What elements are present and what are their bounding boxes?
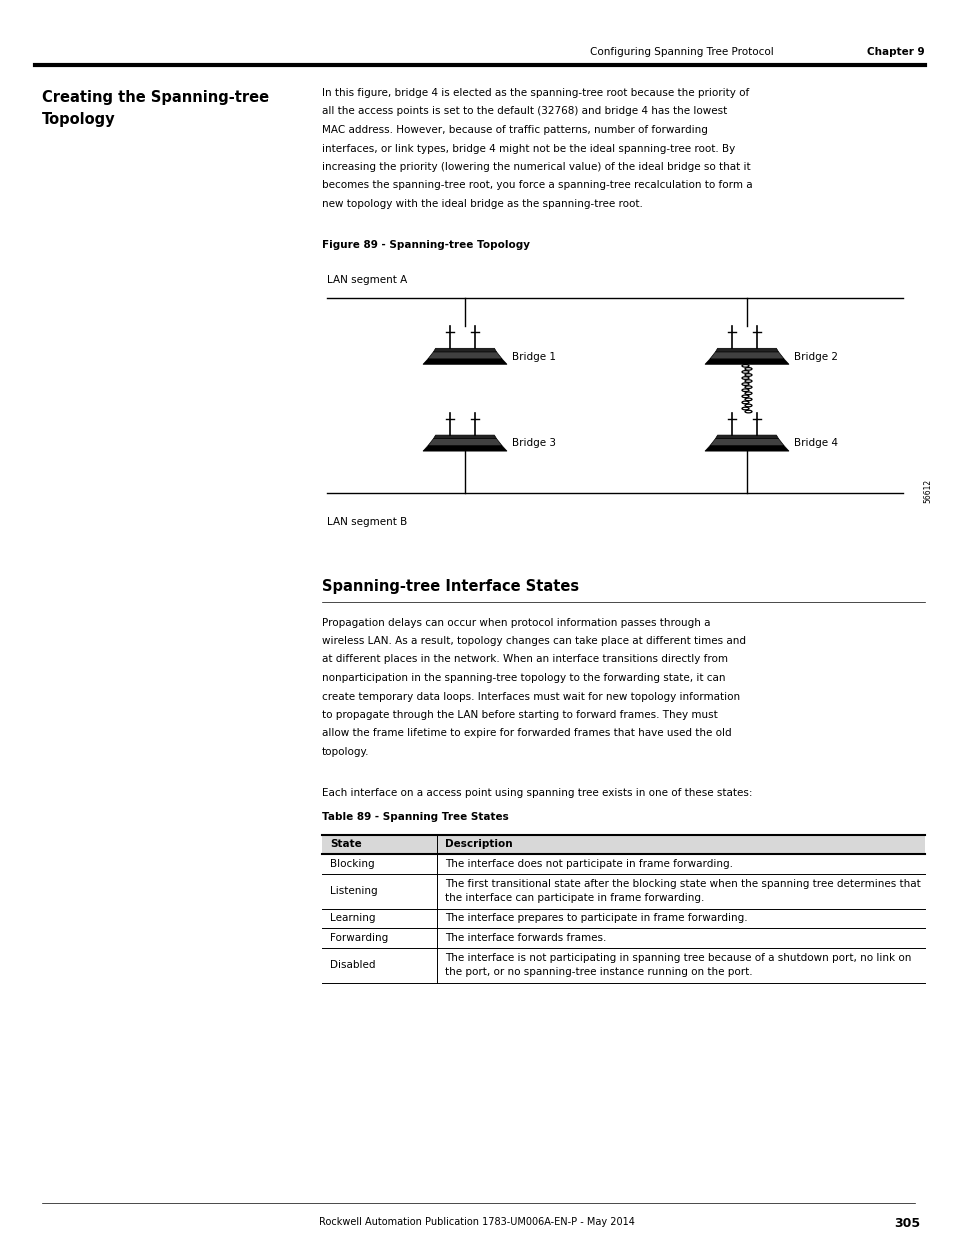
Text: Bridge 4: Bridge 4 [793,438,837,448]
Text: The interface forwards frames.: The interface forwards frames. [444,932,606,942]
Text: Rockwell Automation Publication 1783-UM006A-EN-P - May 2014: Rockwell Automation Publication 1783-UM0… [318,1216,635,1228]
Bar [322,835,924,853]
Text: Forwarding: Forwarding [330,932,388,942]
Polygon shape [428,352,501,359]
Text: new topology with the ideal bridge as the spanning-tree root.: new topology with the ideal bridge as th… [322,199,642,209]
Polygon shape [433,435,496,438]
Text: all the access points is set to the default (32768) and bridge 4 has the lowest: all the access points is set to the defa… [322,106,726,116]
Text: Each interface on a access point using spanning tree exists in one of these stat: Each interface on a access point using s… [322,788,752,798]
Text: allow the frame lifetime to expire for forwarded frames that have used the old: allow the frame lifetime to expire for f… [322,729,731,739]
Text: increasing the priority (lowering the numerical value) of the ideal bridge so th: increasing the priority (lowering the nu… [322,162,750,172]
Text: Description: Description [444,840,512,850]
Text: The interface does not participate in frame forwarding.: The interface does not participate in fr… [444,858,732,868]
Text: Bridge 3: Bridge 3 [512,438,556,448]
Text: wireless LAN. As a result, topology changes can take place at different times an: wireless LAN. As a result, topology chan… [322,636,745,646]
Text: 56612: 56612 [923,479,931,504]
Text: Creating the Spanning-tree: Creating the Spanning-tree [42,90,269,105]
Text: LAN segment A: LAN segment A [327,275,407,285]
Text: becomes the spanning-tree root, you force a spanning-tree recalculation to form : becomes the spanning-tree root, you forc… [322,180,752,190]
Text: Figure 89 - Spanning-tree Topology: Figure 89 - Spanning-tree Topology [322,240,530,249]
Text: State: State [330,840,361,850]
Text: create temporary data loops. Interfaces must wait for new topology information: create temporary data loops. Interfaces … [322,692,740,701]
Polygon shape [709,352,783,359]
Polygon shape [704,446,788,451]
Text: to propagate through the LAN before starting to forward frames. They must: to propagate through the LAN before star… [322,710,717,720]
Polygon shape [715,348,778,352]
Text: Propagation delays can occur when protocol information passes through a: Propagation delays can occur when protoc… [322,618,710,627]
Text: at different places in the network. When an interface transitions directly from: at different places in the network. When… [322,655,727,664]
Text: The interface is not participating in spanning tree because of a shutdown port, : The interface is not participating in sp… [444,953,910,977]
Text: The first transitional state after the blocking state when the spanning tree det: The first transitional state after the b… [444,879,920,903]
Text: In this figure, bridge 4 is elected as the spanning-tree root because the priori: In this figure, bridge 4 is elected as t… [322,88,748,98]
Text: Spanning-tree Interface States: Spanning-tree Interface States [322,579,578,594]
Polygon shape [709,438,783,446]
Polygon shape [704,359,788,364]
Text: Bridge 1: Bridge 1 [512,352,556,362]
Text: Configuring Spanning Tree Protocol: Configuring Spanning Tree Protocol [589,47,773,57]
Polygon shape [433,348,496,352]
Text: topology.: topology. [322,747,369,757]
Text: 305: 305 [893,1216,919,1230]
Text: Table 89 - Spanning Tree States: Table 89 - Spanning Tree States [322,813,508,823]
Text: Learning: Learning [330,913,375,924]
Text: Listening: Listening [330,885,377,897]
Text: Topology: Topology [42,112,115,127]
Text: MAC address. However, because of traffic patterns, number of forwarding: MAC address. However, because of traffic… [322,125,707,135]
Polygon shape [428,438,501,446]
Polygon shape [422,446,506,451]
Text: Disabled: Disabled [330,960,375,969]
Text: Bridge 2: Bridge 2 [793,352,837,362]
Text: LAN segment B: LAN segment B [327,516,407,526]
Polygon shape [422,359,506,364]
Text: Chapter 9: Chapter 9 [866,47,924,57]
Text: nonparticipation in the spanning-tree topology to the forwarding state, it can: nonparticipation in the spanning-tree to… [322,673,724,683]
Text: interfaces, or link types, bridge 4 might not be the ideal spanning-tree root. B: interfaces, or link types, bridge 4 migh… [322,143,735,153]
Text: Blocking: Blocking [330,858,375,868]
Polygon shape [715,435,778,438]
Text: The interface prepares to participate in frame forwarding.: The interface prepares to participate in… [444,913,747,924]
